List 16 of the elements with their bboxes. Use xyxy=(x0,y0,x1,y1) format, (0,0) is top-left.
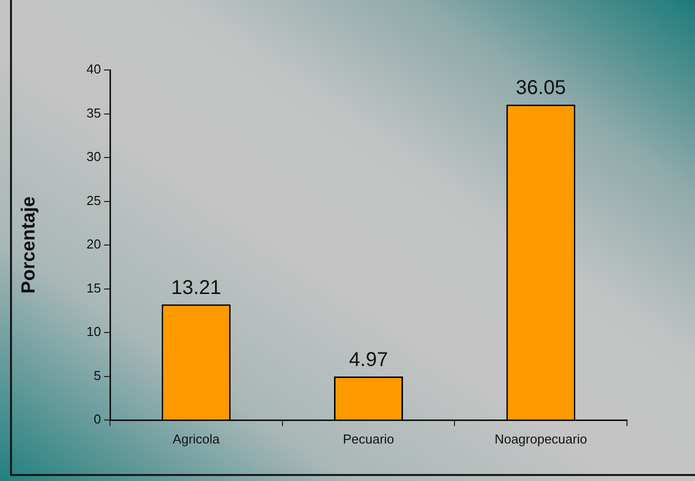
y-tick-label: 40 xyxy=(86,62,101,77)
y-tick-label: 35 xyxy=(86,105,101,120)
data-label: 36.05 xyxy=(516,77,566,100)
y-tick-label: 30 xyxy=(86,149,101,164)
y-tick-label: 0 xyxy=(94,412,101,427)
y-tick-label: 20 xyxy=(86,236,101,252)
x-tick-label: Pecuario xyxy=(342,431,394,446)
y-tick-label: 15 xyxy=(86,280,101,296)
data-label: 4.97 xyxy=(349,349,388,372)
y-tick-label: 25 xyxy=(86,192,101,208)
y-axis-title: Porcentaje xyxy=(18,196,40,294)
y-tick-label: 10 xyxy=(86,324,101,340)
y-tick-label: 5 xyxy=(94,368,101,383)
data-label: 13.21 xyxy=(171,276,222,299)
x-tick-label: Noagropecuario xyxy=(494,431,588,446)
x-tick-label: Agricola xyxy=(172,431,220,446)
